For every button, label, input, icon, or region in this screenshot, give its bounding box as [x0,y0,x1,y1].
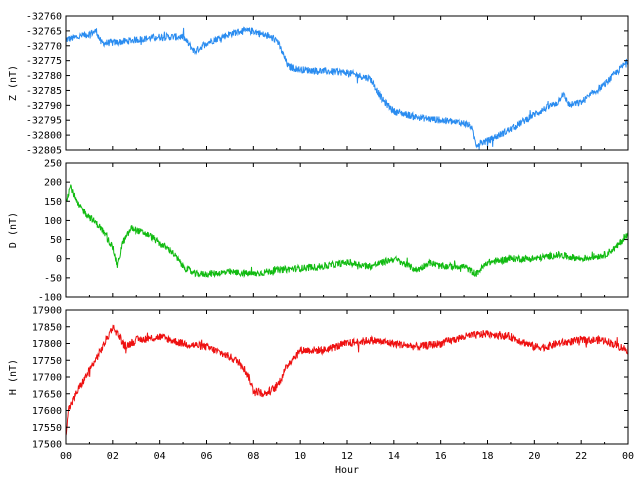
series-line-d [65,184,629,279]
y-tick-label: 250 [44,159,62,170]
x-axis-title: Hour [335,465,359,476]
x-tick-label: 12 [341,451,353,462]
y-tick-label: -100 [38,293,62,304]
x-tick-label: 20 [528,451,540,462]
x-tick-label: 06 [200,451,212,462]
y-tick-label: 50 [50,235,62,246]
y-axis-title: Z (nT) [8,65,19,101]
y-tick-label: 17900 [32,306,62,317]
y-tick-label: 17700 [32,373,62,384]
x-tick-label: 16 [435,451,447,462]
y-tick-label: 0 [56,254,62,265]
x-tick-label: 02 [107,451,119,462]
panel-z: -32760 -32765 -32770 -32775 -32780 -32785 -327… [8,12,629,157]
x-tick-label: 10 [294,451,306,462]
panel-d: 250 200 150 100 50 0 -50 -100 D (nT) [8,159,629,304]
y-tick-label: 17600 [32,406,62,417]
x-tick-label: 04 [154,451,166,462]
series-line-z [65,26,629,150]
plot-frame-h [65,309,629,445]
panel-h: 17900 17850 17800 17750 17700 17650 17600 17550… [8,306,634,477]
x-tick-label: 18 [481,451,493,462]
y-tick-label: 17500 [32,440,62,451]
y-tick-label: 17550 [32,423,62,434]
y-tick-label: -32795 [26,116,62,127]
y-axis-title: D (nT) [8,212,19,248]
plot-frame-z [65,15,629,151]
y-tick-label: -32790 [26,101,62,112]
y-tick-label: -32775 [26,56,62,67]
y-tick-label: -50 [44,273,62,284]
y-tick-label: 17750 [32,356,62,367]
x-tick-label: 00 [622,451,634,462]
y-tick-label: 150 [44,197,62,208]
y-tick-label: -32765 [26,26,62,37]
plot-frame-d [65,162,629,298]
y-tick-label: -32760 [26,12,62,23]
y-tick-label: -32770 [26,41,62,52]
series-line-h [65,324,629,436]
x-tick-label: 22 [575,451,587,462]
y-tick-label: -32785 [26,86,62,97]
x-tick-label: 08 [247,451,259,462]
y-tick-label: 17800 [32,339,62,350]
y-tick-label: 200 [44,178,62,189]
y-tick-label: 100 [44,216,62,227]
y-tick-label: 17850 [32,322,62,333]
y-tick-label: -32805 [26,146,62,157]
y-tick-label: -32780 [26,71,62,82]
y-tick-label: 17650 [32,389,62,400]
x-tick-label: 00 [60,451,72,462]
x-tick-label: 14 [388,451,400,462]
y-tick-label: -32800 [26,131,62,142]
y-axis-title: H (nT) [8,359,19,395]
